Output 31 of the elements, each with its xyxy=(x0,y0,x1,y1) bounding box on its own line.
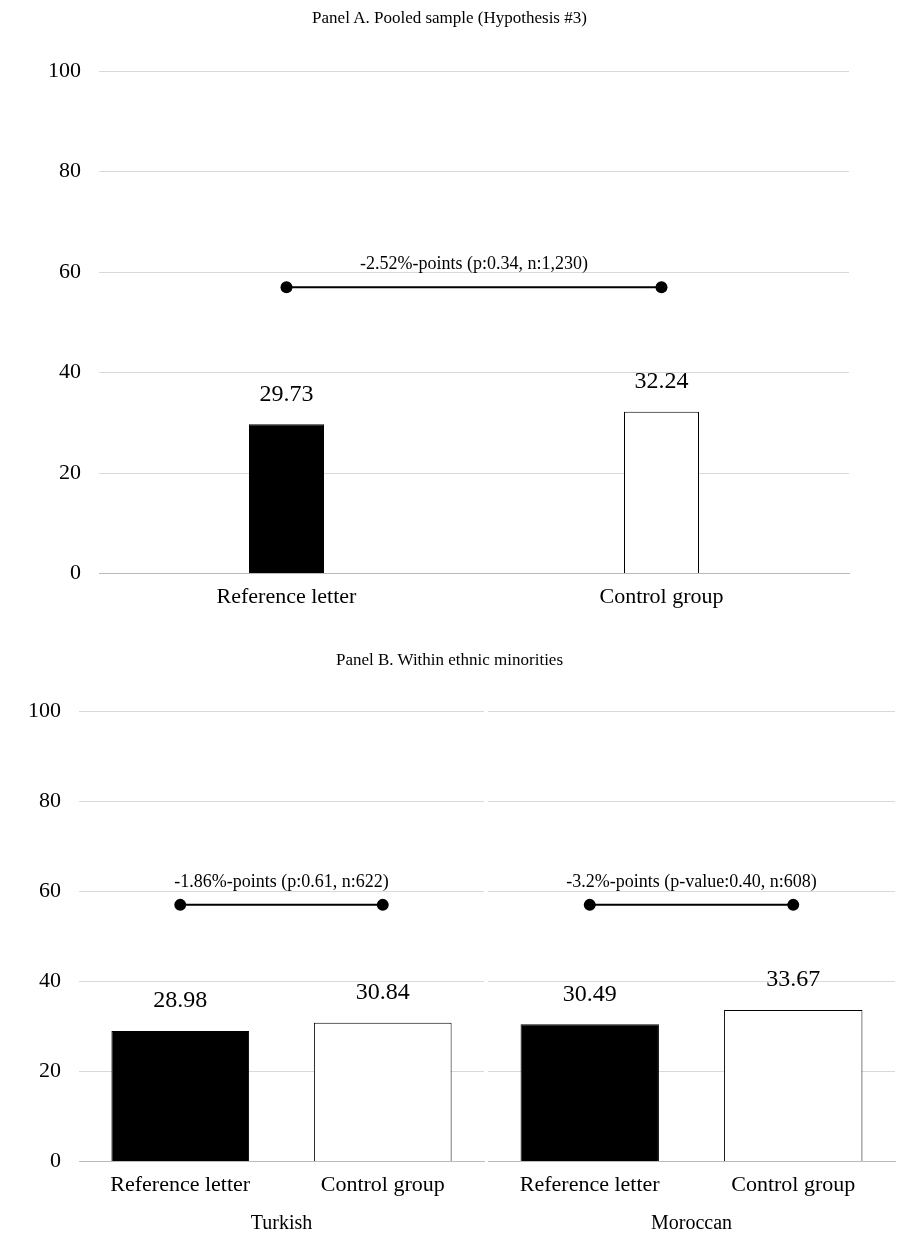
chart-title: Panel B. Within ethnic minorities xyxy=(334,650,565,670)
y-tick-label: 20 xyxy=(59,458,81,484)
annotation: -3.2%-points (p-value:0.40, n:608) xyxy=(566,870,817,892)
y-tick-label: 100 xyxy=(28,696,61,722)
y-tick-label: 0 xyxy=(70,559,81,585)
x-tick-label: Control group xyxy=(731,1170,856,1196)
y-tick-label: 20 xyxy=(39,1057,61,1083)
data-label: 33.67 xyxy=(766,965,821,992)
x-tick-label: Reference letter xyxy=(519,1170,661,1196)
y-tick-label: 100 xyxy=(48,56,81,82)
y-tick-label: 40 xyxy=(39,967,61,993)
data-label: 32.24 xyxy=(634,366,689,393)
x-axis-title: Moroccan xyxy=(650,1211,733,1234)
y-tick-label: 80 xyxy=(39,787,61,813)
x-axis-title: Turkish xyxy=(250,1211,313,1234)
y-tick-label: 60 xyxy=(59,257,81,283)
y-tick-label: 80 xyxy=(59,157,81,183)
data-label: 30.84 xyxy=(355,977,410,1004)
y-tick-label: 0 xyxy=(50,1147,61,1173)
annotation: -2.52%-points (p:0.34, n:1,230) xyxy=(360,252,588,274)
annotation: -1.86%-points (p:0.61, n:622) xyxy=(174,870,389,892)
x-tick-label: Reference letter xyxy=(110,1170,251,1196)
data-label: 30.49 xyxy=(562,979,617,1006)
y-tick-label: 60 xyxy=(39,877,61,903)
x-tick-label: Reference letter xyxy=(216,582,358,608)
y-tick-label: 40 xyxy=(59,358,81,384)
x-tick-label: Control group xyxy=(320,1170,445,1196)
data-label: 29.73 xyxy=(259,379,314,406)
chart-title: Panel A. Pooled sample (Hypothesis #3) xyxy=(311,8,588,28)
x-tick-label: Control group xyxy=(599,582,724,608)
data-label: 28.98 xyxy=(153,986,208,1013)
